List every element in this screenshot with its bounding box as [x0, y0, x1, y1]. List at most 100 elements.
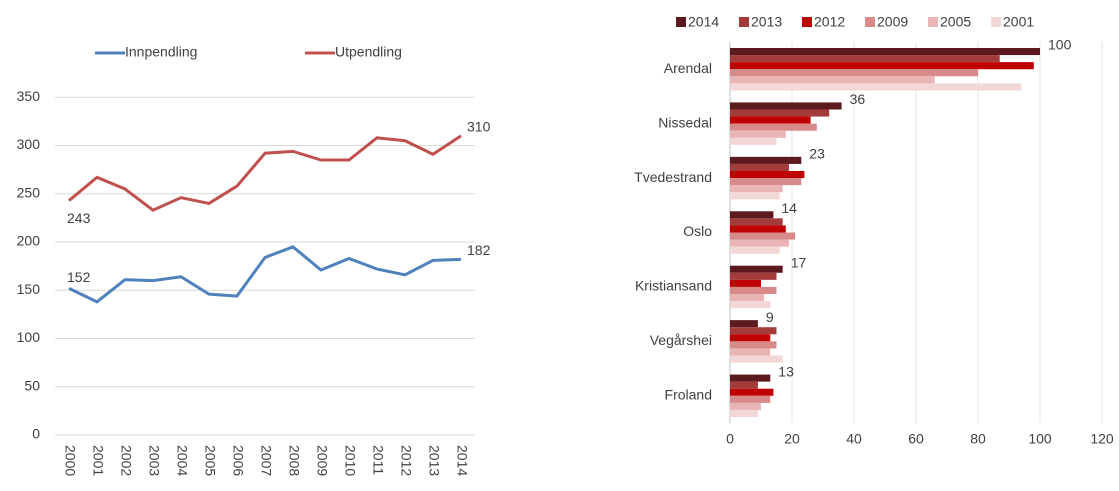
- x-tick-label: 40: [846, 431, 862, 447]
- bar: [730, 265, 783, 273]
- data-label: 100: [1048, 37, 1072, 53]
- legend-label: Innpendling: [125, 44, 197, 60]
- x-tick-label: 2009: [314, 445, 330, 476]
- bar: [730, 374, 771, 382]
- bar: [730, 156, 802, 164]
- bar: [730, 218, 783, 226]
- y-tick-label: 300: [17, 136, 41, 152]
- bar: [730, 76, 935, 84]
- legend-swatch: [991, 17, 1001, 27]
- bar: [730, 185, 783, 193]
- data-label: 9: [766, 309, 774, 325]
- y-tick-label: 100: [17, 329, 41, 345]
- legend-swatch: [865, 17, 875, 27]
- bar: [730, 320, 758, 328]
- legend-label: 2013: [751, 14, 782, 30]
- bar: [730, 137, 777, 145]
- bar: [730, 232, 796, 240]
- y-tick-label: Froland: [665, 386, 712, 402]
- bar: [730, 286, 777, 295]
- bar: [730, 327, 777, 335]
- bar: [730, 348, 771, 356]
- line: [68, 245, 462, 304]
- bar: [730, 47, 1040, 56]
- bar: [730, 170, 805, 179]
- y-tick-label: 50: [24, 377, 40, 393]
- bar: [730, 55, 1000, 63]
- x-tick-label: 2004: [174, 445, 190, 476]
- x-tick-label: 2000: [62, 445, 78, 476]
- x-tick-label: 2003: [146, 445, 162, 476]
- x-tick-label: 2012: [398, 445, 414, 476]
- x-tick-label: 2013: [426, 445, 442, 476]
- bar: [730, 294, 765, 302]
- bar: [730, 402, 761, 410]
- y-tick-label: 0: [32, 426, 40, 442]
- line: [68, 134, 462, 212]
- bar: [730, 109, 830, 117]
- x-tick-label: 2005: [202, 445, 218, 476]
- bar: [730, 83, 1022, 91]
- bar: [730, 225, 786, 233]
- x-tick-label: 0: [726, 431, 734, 447]
- bar: [730, 239, 789, 247]
- bar: [730, 69, 978, 77]
- y-tick-label: Arendal: [664, 60, 712, 76]
- bar: [730, 381, 758, 389]
- bar: [730, 102, 842, 110]
- bar: [730, 62, 1034, 70]
- bar: [730, 116, 811, 124]
- y-tick-label: Nissedal: [658, 114, 712, 130]
- legend-label: 2009: [877, 14, 908, 30]
- bar: [730, 163, 789, 171]
- bar: [730, 130, 786, 138]
- x-tick-label: 2010: [342, 445, 358, 476]
- data-label: 14: [781, 200, 797, 216]
- x-tick-label: 80: [970, 431, 986, 447]
- bar: [730, 279, 761, 287]
- x-tick-label: 2001: [90, 445, 106, 476]
- x-tick-label: 120: [1090, 431, 1114, 447]
- data-label: 243: [67, 210, 91, 226]
- data-label: 310: [467, 119, 491, 135]
- y-tick-label: Tvedestrand: [634, 169, 712, 185]
- data-label: 17: [791, 254, 807, 270]
- legend-label: 2014: [688, 14, 719, 30]
- bar: [730, 211, 774, 219]
- y-tick-label: Vegårshei: [650, 332, 712, 348]
- legend-label: 2001: [1003, 14, 1034, 30]
- bar: [730, 395, 771, 403]
- bar: [730, 409, 758, 418]
- bar: [730, 301, 771, 309]
- legend-swatch: [739, 17, 749, 27]
- legend-swatch: [928, 17, 938, 27]
- x-tick-label: 2014: [454, 445, 470, 476]
- bar: [730, 341, 777, 349]
- y-tick-label: Kristiansand: [635, 278, 712, 294]
- data-label: 152: [67, 269, 91, 285]
- y-tick-label: Oslo: [683, 223, 712, 239]
- legend-label: Utpendling: [335, 44, 402, 60]
- y-tick-label: 250: [17, 184, 41, 200]
- bar: [730, 246, 780, 254]
- x-tick-label: 2008: [286, 445, 302, 476]
- bar: [730, 334, 771, 342]
- bar: [730, 388, 774, 396]
- legend-swatch: [802, 17, 812, 27]
- data-label: 23: [809, 146, 825, 162]
- y-tick-label: 150: [17, 281, 41, 297]
- data-label: 36: [850, 91, 866, 107]
- x-tick-label: 2006: [230, 445, 246, 476]
- x-tick-label: 2011: [370, 445, 386, 475]
- bar: [730, 123, 817, 131]
- bar: [730, 272, 777, 280]
- y-tick-label: 200: [17, 233, 41, 249]
- legend-label: 2012: [814, 14, 845, 30]
- y-tick-label: 350: [17, 88, 41, 104]
- data-label: 13: [778, 363, 794, 379]
- x-tick-label: 2007: [258, 445, 274, 476]
- x-tick-label: 20: [784, 431, 800, 447]
- legend-swatch: [676, 17, 686, 27]
